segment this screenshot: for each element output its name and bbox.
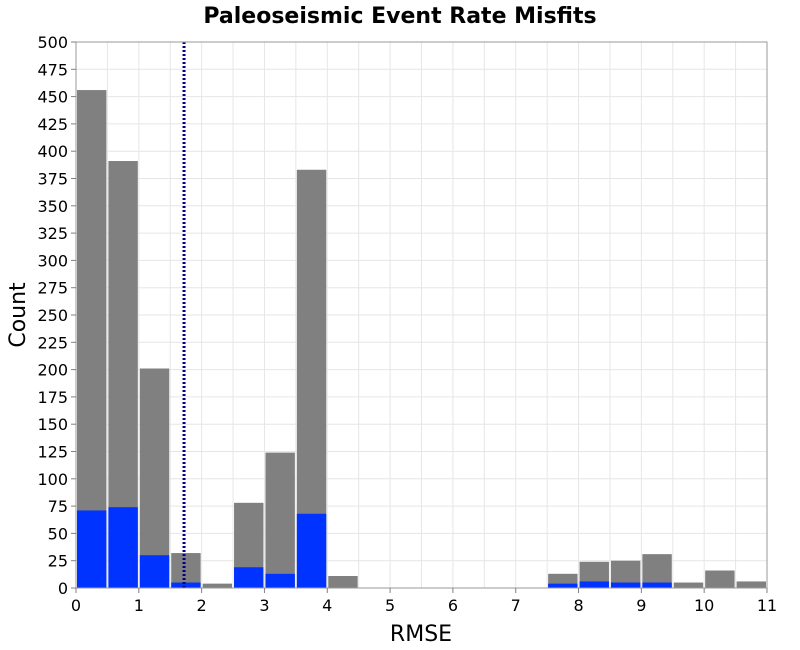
y-tick-label: 125 [37,443,68,462]
x-tick-label: 3 [259,596,269,615]
x-axis-ticks: 0 1 2 3 4 5 6 7 8 9 10 11 [71,588,777,615]
y-tick-label: 375 [37,170,68,189]
x-tick-label: 8 [573,596,583,615]
bar-subset [234,567,264,588]
bar-total [736,581,766,588]
x-tick-label: 7 [511,596,521,615]
bar-total [171,553,201,588]
y-tick-label: 325 [37,224,68,243]
bars [77,90,766,588]
bar-subset [171,582,201,588]
bar-total [642,554,672,588]
bar-total [265,452,295,588]
x-tick-label: 4 [322,596,332,615]
bar-subset [108,507,138,588]
x-tick-label: 2 [197,596,207,615]
bar-total [673,582,704,588]
y-tick-label: 75 [48,497,68,516]
y-tick-label: 50 [48,524,68,543]
bar-subset [548,583,578,588]
y-tick-label: 175 [37,388,68,407]
bar-subset [642,582,672,588]
bar-total [77,90,107,588]
y-tick-label: 500 [37,33,68,52]
x-tick-label: 11 [757,596,777,615]
x-tick-label: 10 [694,596,714,615]
x-tick-label: 1 [134,596,144,615]
bar-subset [579,581,609,588]
y-tick-label: 25 [48,552,68,571]
x-tick-label: 0 [71,596,81,615]
x-tick-label: 5 [385,596,395,615]
x-tick-label: 9 [636,596,646,615]
y-axis-ticks: 0 25 50 75 100 125 150 175 200 225 250 275 300 325 350… [37,33,76,598]
y-tick-label: 100 [37,470,68,489]
y-tick-label: 350 [37,197,68,216]
y-tick-label: 200 [37,361,68,380]
y-tick-label: 475 [37,60,68,79]
bar-subset [265,573,295,588]
y-tick-label: 0 [58,579,68,598]
grid [75,41,768,589]
bar-total [139,368,170,588]
bar-subset [139,555,170,588]
bar-total [328,575,358,588]
y-tick-label: 400 [37,142,68,161]
y-tick-label: 250 [37,306,68,325]
x-tick-label: 6 [448,596,458,615]
bar-total [705,570,735,588]
y-tick-label: 225 [37,333,68,352]
y-tick-label: 450 [37,88,68,107]
bar-subset [610,582,641,588]
chart-title: Paleoseismic Event Rate Misfits [203,4,596,29]
bar-subset [77,510,107,588]
y-tick-label: 425 [37,115,68,134]
y-tick-label: 275 [37,279,68,298]
y-tick-label: 150 [37,415,68,434]
y-axis-title: Count [6,282,31,348]
y-tick-label: 300 [37,251,68,270]
bar-total [202,583,233,588]
bar-subset [296,513,327,588]
x-axis-title: RMSE [390,622,452,647]
